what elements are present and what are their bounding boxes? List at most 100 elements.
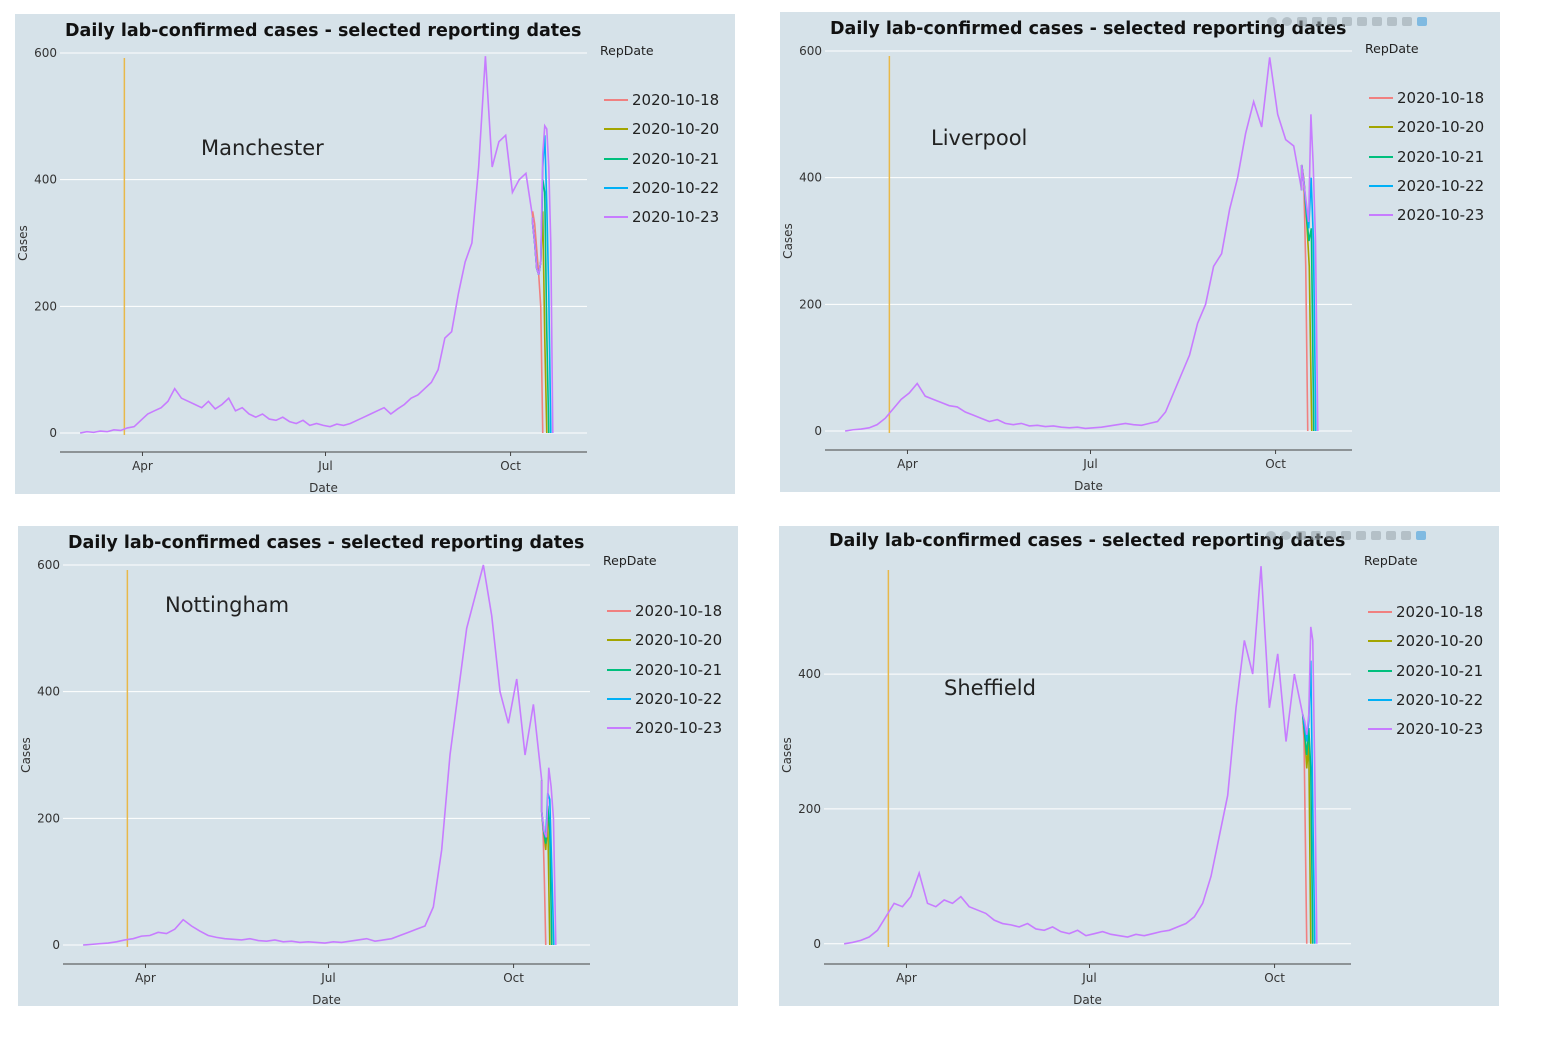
camera-icon[interactable]: [1266, 531, 1276, 540]
chart-panel-manchester: 0 200 400 600 Apr Jul Oct Date Cases Daily lab-c…: [15, 14, 735, 495]
chart-title: Daily lab-confirmed cases - selected rep…: [68, 533, 585, 553]
modebar: [1267, 17, 1427, 26]
x-tick-label: Apr: [132, 459, 153, 473]
legend-item[interactable]: 2020-10-18: [604, 91, 719, 109]
legend-label: 2020-10-23: [635, 719, 723, 737]
y-tick-label: 200: [34, 299, 57, 313]
legend-item[interactable]: 2020-10-22: [607, 690, 722, 708]
legend-item[interactable]: 2020-10-20: [1368, 632, 1483, 650]
camera-icon[interactable]: [1267, 17, 1277, 26]
legend-swatch: [1368, 699, 1392, 701]
city-annotation: Sheffield: [944, 676, 1036, 700]
hover-closest-icon[interactable]: [1387, 17, 1397, 26]
legend-swatch: [607, 698, 631, 700]
plot-area: 0 200 400 Apr Jul Oct Date Cases: [780, 566, 1351, 1007]
legend-swatch: [1368, 670, 1392, 672]
legend-label: 2020-10-21: [635, 661, 723, 679]
spike-icon[interactable]: [1371, 531, 1381, 540]
series-line-history: [843, 566, 1304, 945]
y-tick-label: 200: [799, 297, 822, 311]
legend-item[interactable]: 2020-10-20: [607, 631, 722, 649]
zoom-in-icon[interactable]: [1312, 17, 1322, 26]
autoscale-icon[interactable]: [1341, 531, 1351, 540]
plot-area: 0 200 400 600 Apr Jul Oct Date Cases: [781, 44, 1352, 493]
pan-icon[interactable]: [1297, 17, 1307, 26]
spike-icon[interactable]: [1372, 17, 1382, 26]
legend-swatch: [604, 158, 628, 160]
legend-item[interactable]: 2020-10-18: [607, 602, 722, 620]
legend-label: 2020-10-21: [1396, 662, 1484, 680]
legend-label: 2020-10-18: [632, 91, 720, 109]
legend-item[interactable]: 2020-10-18: [1369, 89, 1484, 107]
y-axis-title: Cases: [780, 737, 794, 773]
legend-label: 2020-10-23: [1396, 720, 1484, 738]
legend-item[interactable]: 2020-10-21: [1368, 662, 1483, 680]
legend-item[interactable]: 2020-10-18: [1368, 603, 1483, 621]
legend-swatch: [1368, 728, 1392, 730]
legend-item[interactable]: 2020-10-23: [604, 208, 719, 226]
x-tick-label: Jul: [1081, 971, 1096, 985]
legend-item[interactable]: 2020-10-22: [604, 179, 719, 197]
plotly-logo-icon[interactable]: [1417, 17, 1427, 26]
plot-area: 0 200 400 600 Apr Jul Oct Date Cases: [19, 558, 590, 1007]
x-tick-label: Oct: [1265, 457, 1286, 471]
zoom-icon[interactable]: [1281, 531, 1291, 540]
x-tick-label: Jul: [1082, 457, 1097, 471]
series-line-history: [83, 564, 543, 946]
legend-title: RepDate: [600, 43, 654, 58]
x-tick-label: Oct: [1264, 971, 1285, 985]
legend-swatch: [604, 128, 628, 130]
legend-label: 2020-10-22: [632, 179, 720, 197]
x-tick-label: Oct: [500, 459, 521, 473]
x-axis-title: Date: [1074, 479, 1103, 493]
legend-item[interactable]: 2020-10-20: [1369, 118, 1484, 136]
legend-swatch: [607, 610, 631, 612]
series-line-2020-10-23: [1301, 626, 1318, 944]
legend-item[interactable]: 2020-10-21: [1369, 148, 1484, 166]
y-tick-label: 0: [813, 937, 821, 951]
legend-item[interactable]: 2020-10-20: [604, 120, 719, 138]
zoom-out-icon[interactable]: [1326, 531, 1336, 540]
legend-label: 2020-10-20: [1397, 118, 1485, 136]
city-annotation: Manchester: [201, 136, 324, 160]
legend-item[interactable]: 2020-10-21: [604, 150, 719, 168]
zoom-out-icon[interactable]: [1327, 17, 1337, 26]
zoom-icon[interactable]: [1282, 17, 1292, 26]
y-tick-label: 200: [798, 802, 821, 816]
x-tick-label: Oct: [503, 971, 524, 985]
zoom-in-icon[interactable]: [1311, 531, 1321, 540]
legend-item[interactable]: 2020-10-22: [1369, 177, 1484, 195]
plotly-logo-icon[interactable]: [1416, 531, 1426, 540]
hover-compare-icon[interactable]: [1401, 531, 1411, 540]
x-tick-label: Jul: [320, 971, 335, 985]
chart-title: Daily lab-confirmed cases - selected rep…: [65, 21, 582, 41]
legend-title: RepDate: [603, 553, 657, 568]
legend-item[interactable]: 2020-10-21: [607, 661, 722, 679]
series-line-2020-10-21: [1301, 714, 1314, 944]
legend-swatch: [1369, 97, 1393, 99]
legend-item[interactable]: 2020-10-22: [1368, 691, 1483, 709]
y-tick-label: 600: [799, 44, 822, 58]
legend-label: 2020-10-23: [632, 208, 720, 226]
home-icon[interactable]: [1356, 531, 1366, 540]
legend-swatch: [1368, 611, 1392, 613]
pan-icon[interactable]: [1296, 531, 1306, 540]
y-tick-label: 0: [52, 938, 60, 952]
legend-swatch: [1369, 185, 1393, 187]
legend-item[interactable]: 2020-10-23: [607, 719, 722, 737]
legend-item[interactable]: 2020-10-23: [1368, 720, 1483, 738]
autoscale-icon[interactable]: [1342, 17, 1352, 26]
legend-swatch: [604, 99, 628, 101]
hover-closest-icon[interactable]: [1386, 531, 1396, 540]
legend-label: 2020-10-23: [1397, 206, 1485, 224]
chart-title: Daily lab-confirmed cases - selected rep…: [830, 19, 1347, 39]
modebar: [1266, 531, 1426, 540]
legend-label: 2020-10-18: [1396, 603, 1484, 621]
hover-compare-icon[interactable]: [1402, 17, 1412, 26]
y-tick-label: 400: [798, 667, 821, 681]
legend-item[interactable]: 2020-10-23: [1369, 206, 1484, 224]
y-tick-label: 200: [37, 811, 60, 825]
home-icon[interactable]: [1357, 17, 1367, 26]
y-tick-label: 400: [37, 685, 60, 699]
legend-swatch: [607, 727, 631, 729]
